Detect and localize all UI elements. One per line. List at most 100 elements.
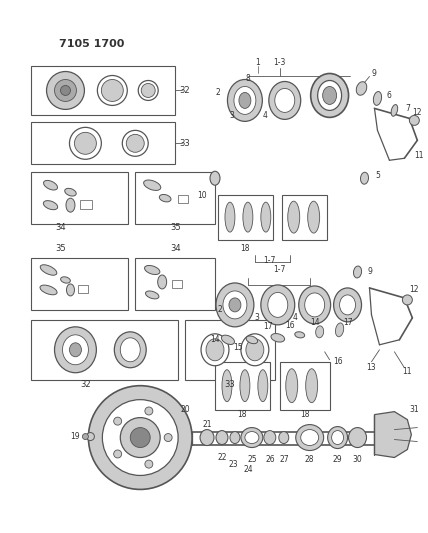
Ellipse shape <box>146 291 159 299</box>
Ellipse shape <box>306 369 318 402</box>
Text: 23: 23 <box>228 460 238 469</box>
Text: 20: 20 <box>180 405 190 414</box>
Ellipse shape <box>223 291 247 319</box>
Ellipse shape <box>316 326 324 338</box>
Text: 7: 7 <box>405 104 410 113</box>
Ellipse shape <box>201 334 229 366</box>
Ellipse shape <box>230 432 240 443</box>
Text: 25: 25 <box>247 455 257 464</box>
Ellipse shape <box>216 283 254 327</box>
Text: 22: 22 <box>217 453 227 462</box>
Bar <box>30 172 128 224</box>
Ellipse shape <box>243 202 253 232</box>
Text: 21: 21 <box>202 420 212 429</box>
Text: 27: 27 <box>280 455 290 464</box>
Ellipse shape <box>234 86 256 115</box>
Circle shape <box>120 417 160 457</box>
Ellipse shape <box>288 201 300 233</box>
Text: 32: 32 <box>180 86 190 95</box>
Ellipse shape <box>239 92 251 108</box>
Text: 9: 9 <box>371 69 376 78</box>
Text: 34: 34 <box>170 244 181 253</box>
Bar <box>178 195 188 203</box>
Ellipse shape <box>222 370 232 402</box>
Text: 16: 16 <box>285 321 294 330</box>
Circle shape <box>409 116 419 125</box>
Circle shape <box>145 407 153 415</box>
Ellipse shape <box>305 293 325 317</box>
Text: 4: 4 <box>262 111 267 120</box>
Ellipse shape <box>261 285 295 325</box>
Text: 14: 14 <box>310 318 319 327</box>
Ellipse shape <box>301 430 319 446</box>
Bar <box>80 200 92 209</box>
Ellipse shape <box>339 295 356 315</box>
Text: 11: 11 <box>403 367 412 376</box>
Ellipse shape <box>241 427 263 448</box>
Ellipse shape <box>332 431 344 445</box>
Ellipse shape <box>74 132 96 154</box>
Ellipse shape <box>360 172 369 184</box>
Text: 12: 12 <box>410 286 419 294</box>
Text: 17: 17 <box>263 322 273 332</box>
Text: 2: 2 <box>216 88 220 97</box>
Text: 26: 26 <box>265 455 275 464</box>
Ellipse shape <box>391 104 398 116</box>
Ellipse shape <box>336 323 344 337</box>
Ellipse shape <box>295 332 305 338</box>
Ellipse shape <box>40 285 57 295</box>
Text: 28: 28 <box>305 455 315 464</box>
Text: 29: 29 <box>333 455 342 464</box>
Ellipse shape <box>60 85 71 95</box>
Text: 5: 5 <box>375 171 380 180</box>
Bar <box>30 258 128 310</box>
Text: 1: 1 <box>256 58 260 67</box>
Ellipse shape <box>227 79 262 122</box>
Text: 1-3: 1-3 <box>273 58 286 67</box>
Text: 14: 14 <box>210 335 220 344</box>
Ellipse shape <box>43 200 58 209</box>
Bar <box>185 320 275 379</box>
Ellipse shape <box>54 79 77 101</box>
Ellipse shape <box>327 426 348 449</box>
Bar <box>78 285 89 293</box>
Ellipse shape <box>138 80 158 100</box>
Bar <box>280 362 330 410</box>
Text: 4: 4 <box>292 313 297 322</box>
Ellipse shape <box>311 74 348 117</box>
Ellipse shape <box>333 288 362 322</box>
Circle shape <box>114 417 122 425</box>
Ellipse shape <box>120 338 140 362</box>
Ellipse shape <box>40 265 57 275</box>
Text: 13: 13 <box>367 363 376 372</box>
Ellipse shape <box>246 339 264 361</box>
Ellipse shape <box>62 335 89 365</box>
Ellipse shape <box>210 171 220 185</box>
Ellipse shape <box>271 334 285 342</box>
Text: 30: 30 <box>353 455 363 464</box>
Ellipse shape <box>66 198 75 212</box>
Bar <box>172 280 182 288</box>
Text: 11: 11 <box>415 151 424 160</box>
Text: 1-7: 1-7 <box>273 265 286 274</box>
Ellipse shape <box>141 84 155 98</box>
Ellipse shape <box>286 369 298 402</box>
Ellipse shape <box>144 180 161 190</box>
Ellipse shape <box>308 201 320 233</box>
Circle shape <box>130 427 150 448</box>
Ellipse shape <box>348 427 366 448</box>
Bar <box>218 195 273 240</box>
Text: 12: 12 <box>413 108 422 117</box>
Ellipse shape <box>261 202 271 232</box>
Bar <box>282 195 327 240</box>
Ellipse shape <box>241 334 269 366</box>
Ellipse shape <box>66 284 74 296</box>
Ellipse shape <box>279 432 289 443</box>
Text: 35: 35 <box>55 244 66 253</box>
Circle shape <box>402 295 412 305</box>
Text: 35: 35 <box>170 223 181 232</box>
Text: 6: 6 <box>387 91 392 100</box>
Bar <box>30 320 178 379</box>
Ellipse shape <box>269 82 301 119</box>
Ellipse shape <box>296 425 324 450</box>
